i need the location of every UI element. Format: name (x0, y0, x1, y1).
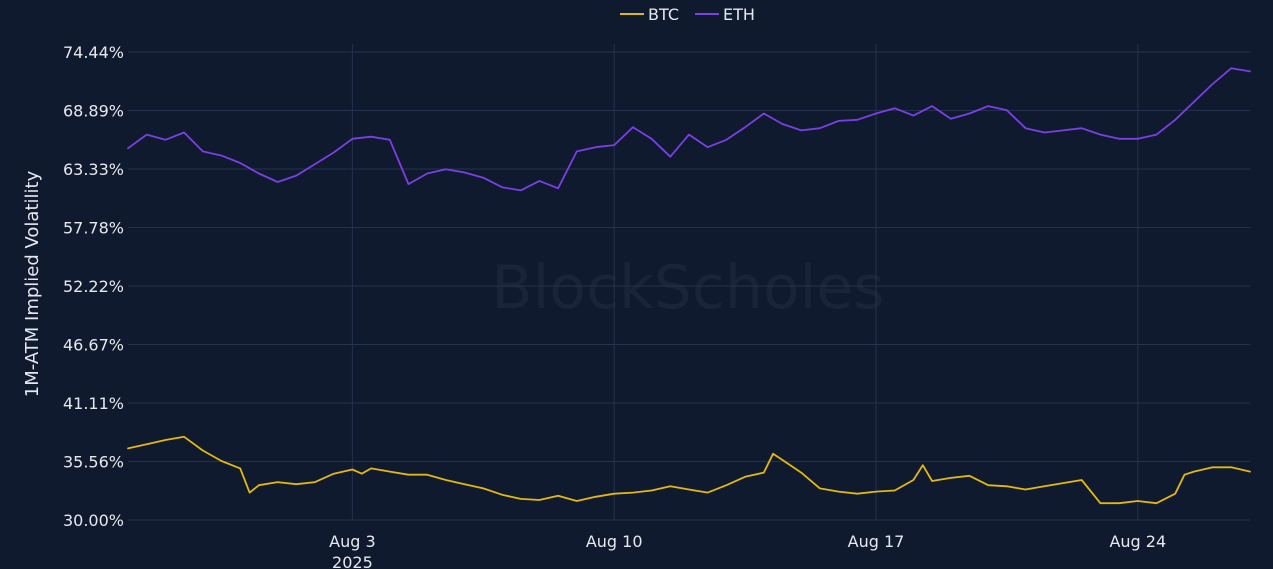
series-lines (127, 67, 1251, 505)
x-tick-label: Aug 24 (1109, 532, 1166, 551)
x-tick-label: Aug 17 (848, 532, 905, 551)
y-axis-ticks: 30.00% 35.56% 41.11% 46.67% 52.22% 57.78% 63.3… (63, 43, 124, 530)
y-tick-label: 46.67% (63, 335, 124, 354)
y-axis-label: 1M-ATM Implied Volatility (22, 170, 43, 397)
y-tick-label: 68.89% (63, 101, 124, 120)
watermark-text: BlockScholes (492, 253, 885, 323)
x-tick-year-label: 2025 (332, 553, 373, 569)
y-tick-label: 35.56% (63, 452, 124, 471)
legend[interactable]: BTC ETH (620, 5, 755, 24)
legend-item-btc[interactable]: BTC (620, 5, 679, 24)
x-tick-label: Aug 3 (329, 532, 376, 551)
x-axis-ticks: Aug 3 2025 Aug 10 Aug 17 Aug 24 (329, 532, 1166, 569)
series-line-btc (127, 435, 1251, 505)
y-tick-label: 30.00% (63, 511, 124, 530)
grid-lines (128, 44, 1250, 521)
legend-item-eth[interactable]: ETH (695, 5, 755, 24)
y-tick-label: 41.11% (63, 394, 124, 413)
y-tick-label: 63.33% (63, 160, 124, 179)
series-line-eth (127, 67, 1251, 192)
x-tick-label: Aug 10 (586, 532, 643, 551)
y-tick-label: 57.78% (63, 218, 124, 237)
y-tick-label: 74.44% (63, 43, 124, 62)
y-tick-label: 52.22% (63, 277, 124, 296)
legend-label: BTC (648, 5, 679, 24)
legend-label: ETH (723, 5, 755, 24)
